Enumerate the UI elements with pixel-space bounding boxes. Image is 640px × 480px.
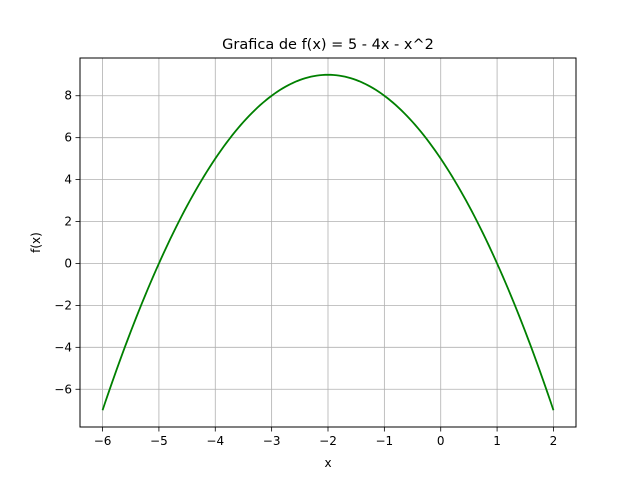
y-tick-label: 0 xyxy=(64,256,72,270)
x-tick-label: −5 xyxy=(150,434,168,448)
x-tick-label: 1 xyxy=(493,434,501,448)
x-tick-label: −6 xyxy=(94,434,112,448)
grid-lines xyxy=(80,58,576,427)
y-tick-label: −4 xyxy=(54,340,72,354)
x-tick-label: −3 xyxy=(263,434,281,448)
y-axis-label: f(x) xyxy=(29,232,43,253)
x-tick-label: −2 xyxy=(319,434,337,448)
series-line xyxy=(101,73,555,411)
chart-title: Grafica de f(x) = 5 - 4x - x^2 xyxy=(222,37,434,53)
x-tick-label: 2 xyxy=(550,434,558,448)
axis-ticks: −6 −5 −4 −3 −2 −1 0 1 2 −6 −4 −2 0 2 4 6 8 xyxy=(54,89,557,448)
y-tick-label: 2 xyxy=(64,215,72,229)
x-axis-label: x xyxy=(324,456,331,470)
y-tick-label: 8 xyxy=(64,89,72,103)
x-tick-label: −4 xyxy=(206,434,224,448)
y-tick-label: 4 xyxy=(64,173,72,187)
x-tick-label: −1 xyxy=(376,434,394,448)
y-tick-label: 6 xyxy=(64,131,72,145)
x-tick-label: 0 xyxy=(437,434,445,448)
y-tick-label: −6 xyxy=(54,382,72,396)
series-layer xyxy=(101,73,555,411)
y-tick-label: −2 xyxy=(54,298,72,312)
